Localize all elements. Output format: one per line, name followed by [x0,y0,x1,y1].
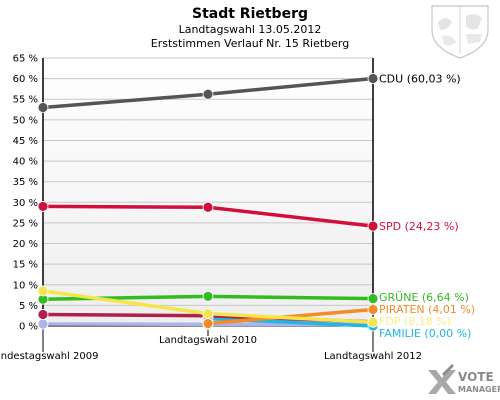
y-tick-label: 15 % [13,260,38,271]
series-end-label: FAMILIE (0,00 %) [379,327,471,340]
y-tick-label: 10 % [13,280,38,291]
data-point [202,290,214,302]
x-vote-icon [428,364,456,394]
series-end-label: PIRATEN (4,01 %) [379,303,475,316]
series [37,73,379,332]
data-point [37,318,49,330]
data-point [367,304,379,315]
series-labels: CDU (60,03 %) SPD (24,23 %) FDP (8,18 %) GR… [379,72,475,340]
y-tick-label: 5 % [19,301,38,312]
brand-manager: MANAGER [458,385,500,394]
series-end-label: FDP (8,18 %) [379,315,451,328]
data-point [37,285,49,297]
y-tick-label: 25 % [13,218,38,229]
data-point [37,309,49,320]
chart-subtitle-2: Erststimmen Verlauf Nr. 15 Rietberg [151,37,349,50]
data-point [202,308,214,320]
series-end-label: GRÜNE (6,64 %) [379,291,469,304]
data-point [367,73,379,84]
y-tick-label: 35 % [13,177,38,188]
data-point [37,102,49,113]
x-axis-ticks: Bundestagswahl 2009 Landtagswahl 2010 Land… [0,326,422,362]
x-tick-label: Landtagswahl 2012 [324,351,422,362]
series-end-label: SPD (24,23 %) [379,220,459,233]
y-tick-label: 55 % [13,95,38,106]
data-point [367,220,379,232]
vote-manager-logo: VOTE MANAGER [428,364,500,394]
data-point [202,318,214,329]
y-tick-label: 65 % [13,54,38,65]
y-axis-ticks: 0 % 5 % 10 % 15 % 20 % 25 % 30 % 35 % 40 % 45 % 50… [13,54,38,333]
coat-of-arms-icon [431,5,489,59]
series-end-label: CDU (60,03 %) [379,72,461,85]
chart-title: Stadt Rietberg [192,6,308,22]
y-tick-label: 50 % [13,115,38,126]
chart-subtitle: Landtagswahl 13.05.2012 [179,23,322,36]
x-tick-label: Landtagswahl 2010 [159,335,257,346]
y-tick-label: 60 % [13,74,38,85]
data-point [367,316,379,328]
y-tick-label: 30 % [13,198,38,209]
y-tick-label: 20 % [13,239,38,250]
data-point [367,293,379,305]
y-tick-label: 0 % [19,322,38,333]
y-tick-label: 45 % [13,136,38,147]
data-point [202,201,214,213]
y-tick-label: 40 % [13,157,38,168]
brand-vote: VOTE [458,370,494,384]
data-point [37,201,49,212]
data-point [202,88,214,100]
x-tick-label: Bundestagswahl 2009 [0,351,98,362]
